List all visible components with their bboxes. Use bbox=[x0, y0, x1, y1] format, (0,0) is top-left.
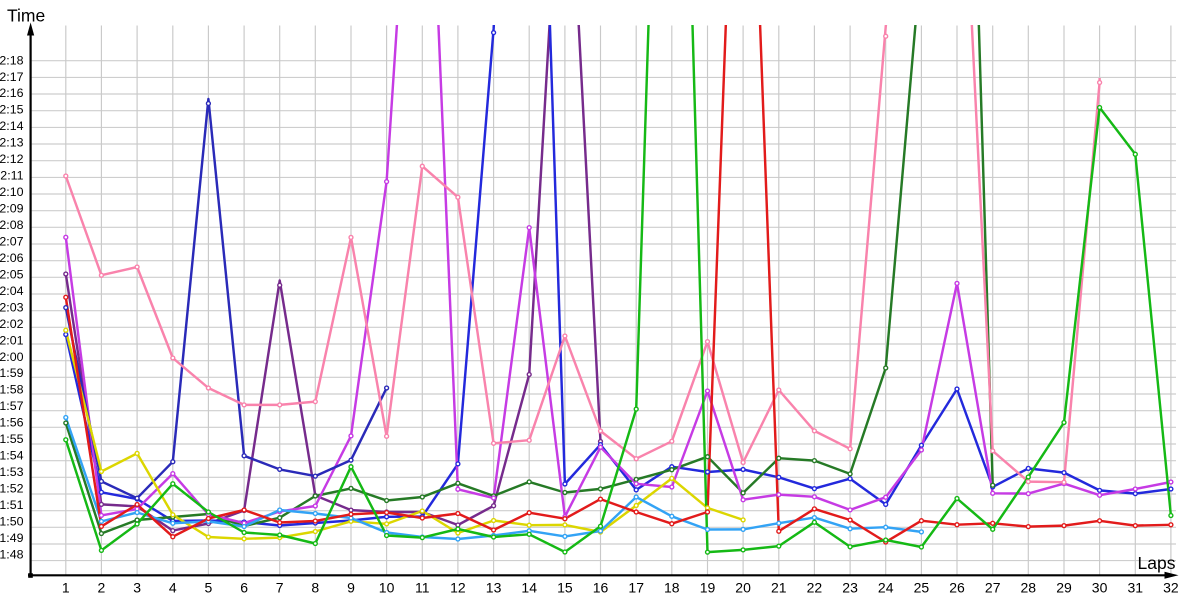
svg-text:20: 20 bbox=[735, 580, 751, 596]
svg-text:18: 18 bbox=[664, 580, 680, 596]
svg-text:6: 6 bbox=[240, 580, 248, 596]
svg-text:1:55: 1:55 bbox=[0, 432, 24, 446]
svg-text:2:10: 2:10 bbox=[0, 185, 24, 199]
svg-text:7: 7 bbox=[276, 580, 284, 596]
svg-text:31: 31 bbox=[1128, 580, 1144, 596]
svg-text:2:11: 2:11 bbox=[0, 169, 23, 183]
svg-text:26: 26 bbox=[949, 580, 965, 596]
svg-text:1:56: 1:56 bbox=[0, 416, 24, 430]
svg-text:1:51: 1:51 bbox=[0, 498, 24, 512]
svg-text:24: 24 bbox=[878, 580, 894, 596]
svg-text:11: 11 bbox=[415, 580, 430, 596]
svg-text:2:14: 2:14 bbox=[0, 119, 24, 133]
svg-text:Laps: Laps bbox=[1138, 553, 1176, 573]
svg-text:1:58: 1:58 bbox=[0, 383, 24, 397]
svg-text:3: 3 bbox=[133, 580, 141, 596]
svg-text:30: 30 bbox=[1092, 580, 1108, 596]
svg-text:17: 17 bbox=[628, 580, 644, 596]
svg-text:2:12: 2:12 bbox=[0, 152, 24, 166]
svg-text:2:00: 2:00 bbox=[0, 350, 24, 364]
svg-text:1:53: 1:53 bbox=[0, 465, 24, 479]
svg-text:1:48: 1:48 bbox=[0, 547, 24, 561]
svg-text:1:49: 1:49 bbox=[0, 531, 24, 545]
svg-text:16: 16 bbox=[593, 580, 609, 596]
svg-text:5: 5 bbox=[205, 580, 213, 596]
svg-text:13: 13 bbox=[486, 580, 502, 596]
svg-text:1:52: 1:52 bbox=[0, 482, 24, 496]
svg-text:25: 25 bbox=[914, 580, 930, 596]
svg-text:1:54: 1:54 bbox=[0, 449, 24, 463]
svg-text:2:18: 2:18 bbox=[0, 53, 24, 67]
svg-text:2:03: 2:03 bbox=[0, 300, 24, 314]
svg-text:9: 9 bbox=[347, 580, 355, 596]
svg-text:14: 14 bbox=[521, 580, 537, 596]
svg-text:12: 12 bbox=[450, 580, 466, 596]
svg-text:2:16: 2:16 bbox=[0, 86, 24, 100]
svg-text:15: 15 bbox=[557, 580, 573, 596]
svg-text:22: 22 bbox=[807, 580, 823, 596]
svg-text:1: 1 bbox=[62, 580, 70, 596]
svg-text:2:05: 2:05 bbox=[0, 267, 24, 281]
svg-text:2:07: 2:07 bbox=[0, 235, 24, 249]
svg-text:2:09: 2:09 bbox=[0, 202, 24, 216]
svg-text:23: 23 bbox=[842, 580, 858, 596]
svg-text:1:59: 1:59 bbox=[0, 366, 24, 380]
svg-text:1:57: 1:57 bbox=[0, 399, 24, 413]
svg-text:2:13: 2:13 bbox=[0, 136, 24, 150]
svg-text:19: 19 bbox=[700, 580, 716, 596]
svg-text:28: 28 bbox=[1021, 580, 1037, 596]
svg-text:2:06: 2:06 bbox=[0, 251, 24, 265]
svg-text:8: 8 bbox=[311, 580, 319, 596]
svg-text:29: 29 bbox=[1056, 580, 1072, 596]
svg-text:2:08: 2:08 bbox=[0, 218, 24, 232]
svg-text:2:01: 2:01 bbox=[0, 333, 24, 347]
svg-text:21: 21 bbox=[771, 580, 787, 596]
svg-text:2: 2 bbox=[98, 580, 106, 596]
svg-text:4: 4 bbox=[169, 580, 177, 596]
svg-text:2:15: 2:15 bbox=[0, 103, 24, 117]
svg-text:10: 10 bbox=[379, 580, 395, 596]
svg-text:27: 27 bbox=[985, 580, 1001, 596]
svg-text:2:02: 2:02 bbox=[0, 317, 24, 331]
svg-text:1:50: 1:50 bbox=[0, 515, 24, 529]
svg-text:Time: Time bbox=[7, 6, 45, 26]
svg-text:2:04: 2:04 bbox=[0, 284, 24, 298]
svg-text:32: 32 bbox=[1163, 580, 1179, 596]
svg-text:2:17: 2:17 bbox=[0, 70, 24, 84]
